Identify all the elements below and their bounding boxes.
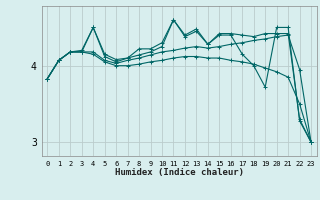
X-axis label: Humidex (Indice chaleur): Humidex (Indice chaleur) xyxy=(115,168,244,177)
